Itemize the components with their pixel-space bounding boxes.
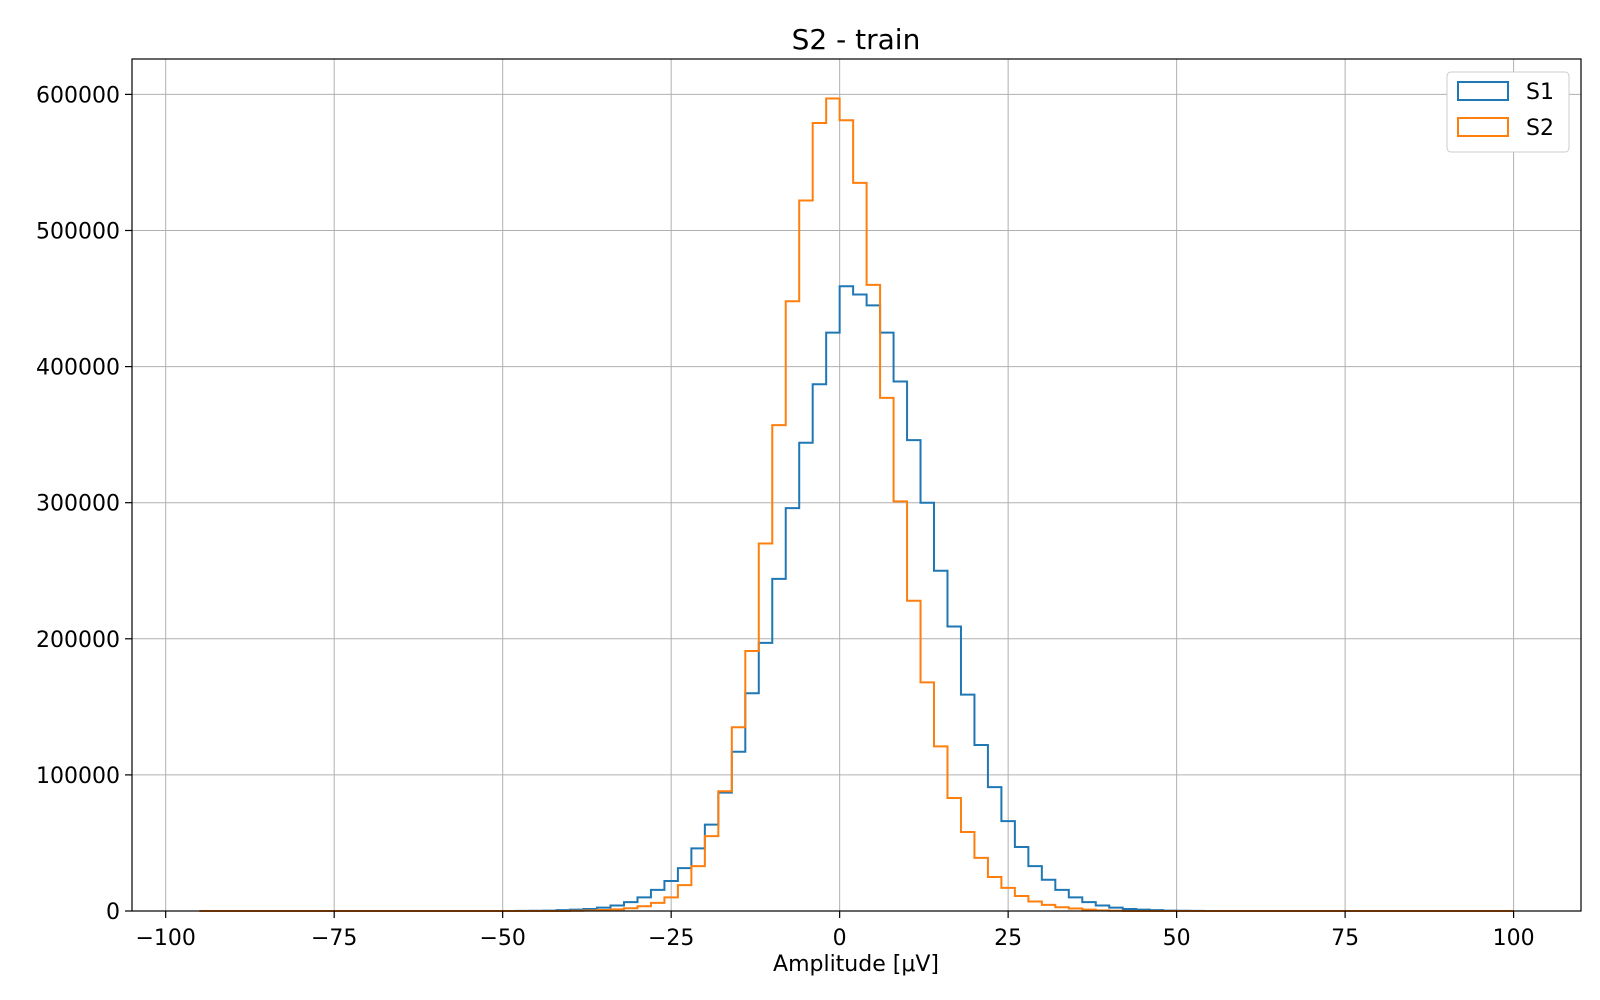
x-tick-label: −50	[479, 926, 525, 951]
x-tick-label: 25	[994, 926, 1022, 951]
legend-label-s1: S1	[1526, 80, 1554, 105]
y-tick-label: 0	[106, 900, 120, 925]
x-tick-label: 100	[1493, 926, 1535, 951]
chart-title: S2 - train	[792, 23, 921, 56]
legend-label-s2: S2	[1526, 116, 1554, 141]
y-tick-label: 600000	[36, 83, 120, 108]
histogram-series	[199, 97, 1514, 912]
plot-frame	[131, 58, 1582, 912]
y-tick-label: 400000	[36, 356, 120, 381]
legend-frame	[1446, 71, 1570, 153]
x-tick-label: −75	[311, 926, 357, 951]
y-tick-label: 100000	[36, 764, 120, 789]
x-axis-label: Amplitude [μV]	[773, 952, 939, 977]
x-tick-label: 75	[1331, 926, 1359, 951]
plot-background	[132, 59, 1581, 911]
series-s2-step	[199, 97, 1514, 912]
y-tick-label: 500000	[36, 219, 120, 244]
series-s1-step	[502, 285, 1205, 912]
y-axis-ticks: 0 100000 200000 300000 400000 500000 600000	[36, 83, 132, 925]
legend-swatch-s2	[1457, 117, 1509, 137]
legend-swatch-s1	[1457, 81, 1509, 101]
x-tick-label: 50	[1163, 926, 1191, 951]
x-tick-label: −100	[135, 926, 195, 951]
y-tick-label: 200000	[36, 628, 120, 653]
x-axis-ticks: −100 −75 −50 −25 0 25 50 75 100	[135, 911, 1535, 951]
x-tick-label: −25	[648, 926, 694, 951]
x-tick-label: 0	[833, 926, 847, 951]
y-tick-label: 300000	[36, 492, 120, 517]
